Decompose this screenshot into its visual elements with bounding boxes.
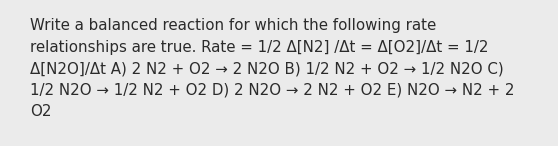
Text: Write a balanced reaction for which the following rate
relationships are true. R: Write a balanced reaction for which the … [30,18,514,119]
